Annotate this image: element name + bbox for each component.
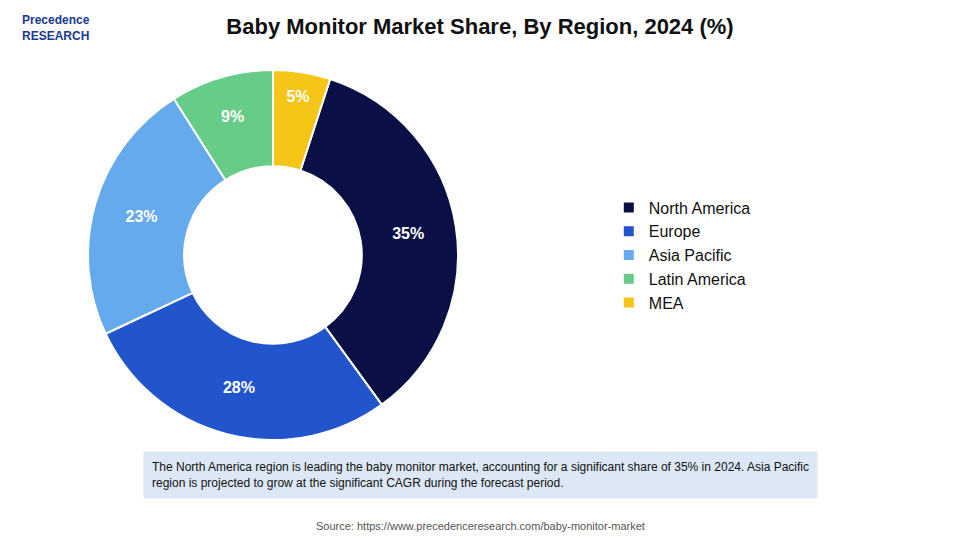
svg-text:The North America region is le: The North America region is leading the … [152, 460, 809, 490]
svg-text:23%: 23% [126, 208, 158, 225]
svg-text:35%: 35% [392, 225, 424, 242]
svg-text:Europe: Europe [649, 223, 701, 240]
svg-text:MEA: MEA [649, 295, 684, 312]
svg-text:9%: 9% [221, 108, 244, 125]
svg-text:North America: North America [649, 200, 750, 217]
svg-text:5%: 5% [286, 88, 309, 105]
svg-text:Latin America: Latin America [649, 271, 746, 288]
svg-text:Baby Monitor Market Share, By: Baby Monitor Market Share, By Region, 20… [226, 14, 733, 39]
svg-text:28%: 28% [223, 379, 255, 396]
svg-text:PrecedenceRESEARCH: PrecedenceRESEARCH [22, 13, 90, 43]
svg-text:Asia Pacific: Asia Pacific [649, 247, 732, 264]
svg-text:Source: https://www.precedence: Source: https://www.precedenceresearch.c… [316, 520, 645, 532]
